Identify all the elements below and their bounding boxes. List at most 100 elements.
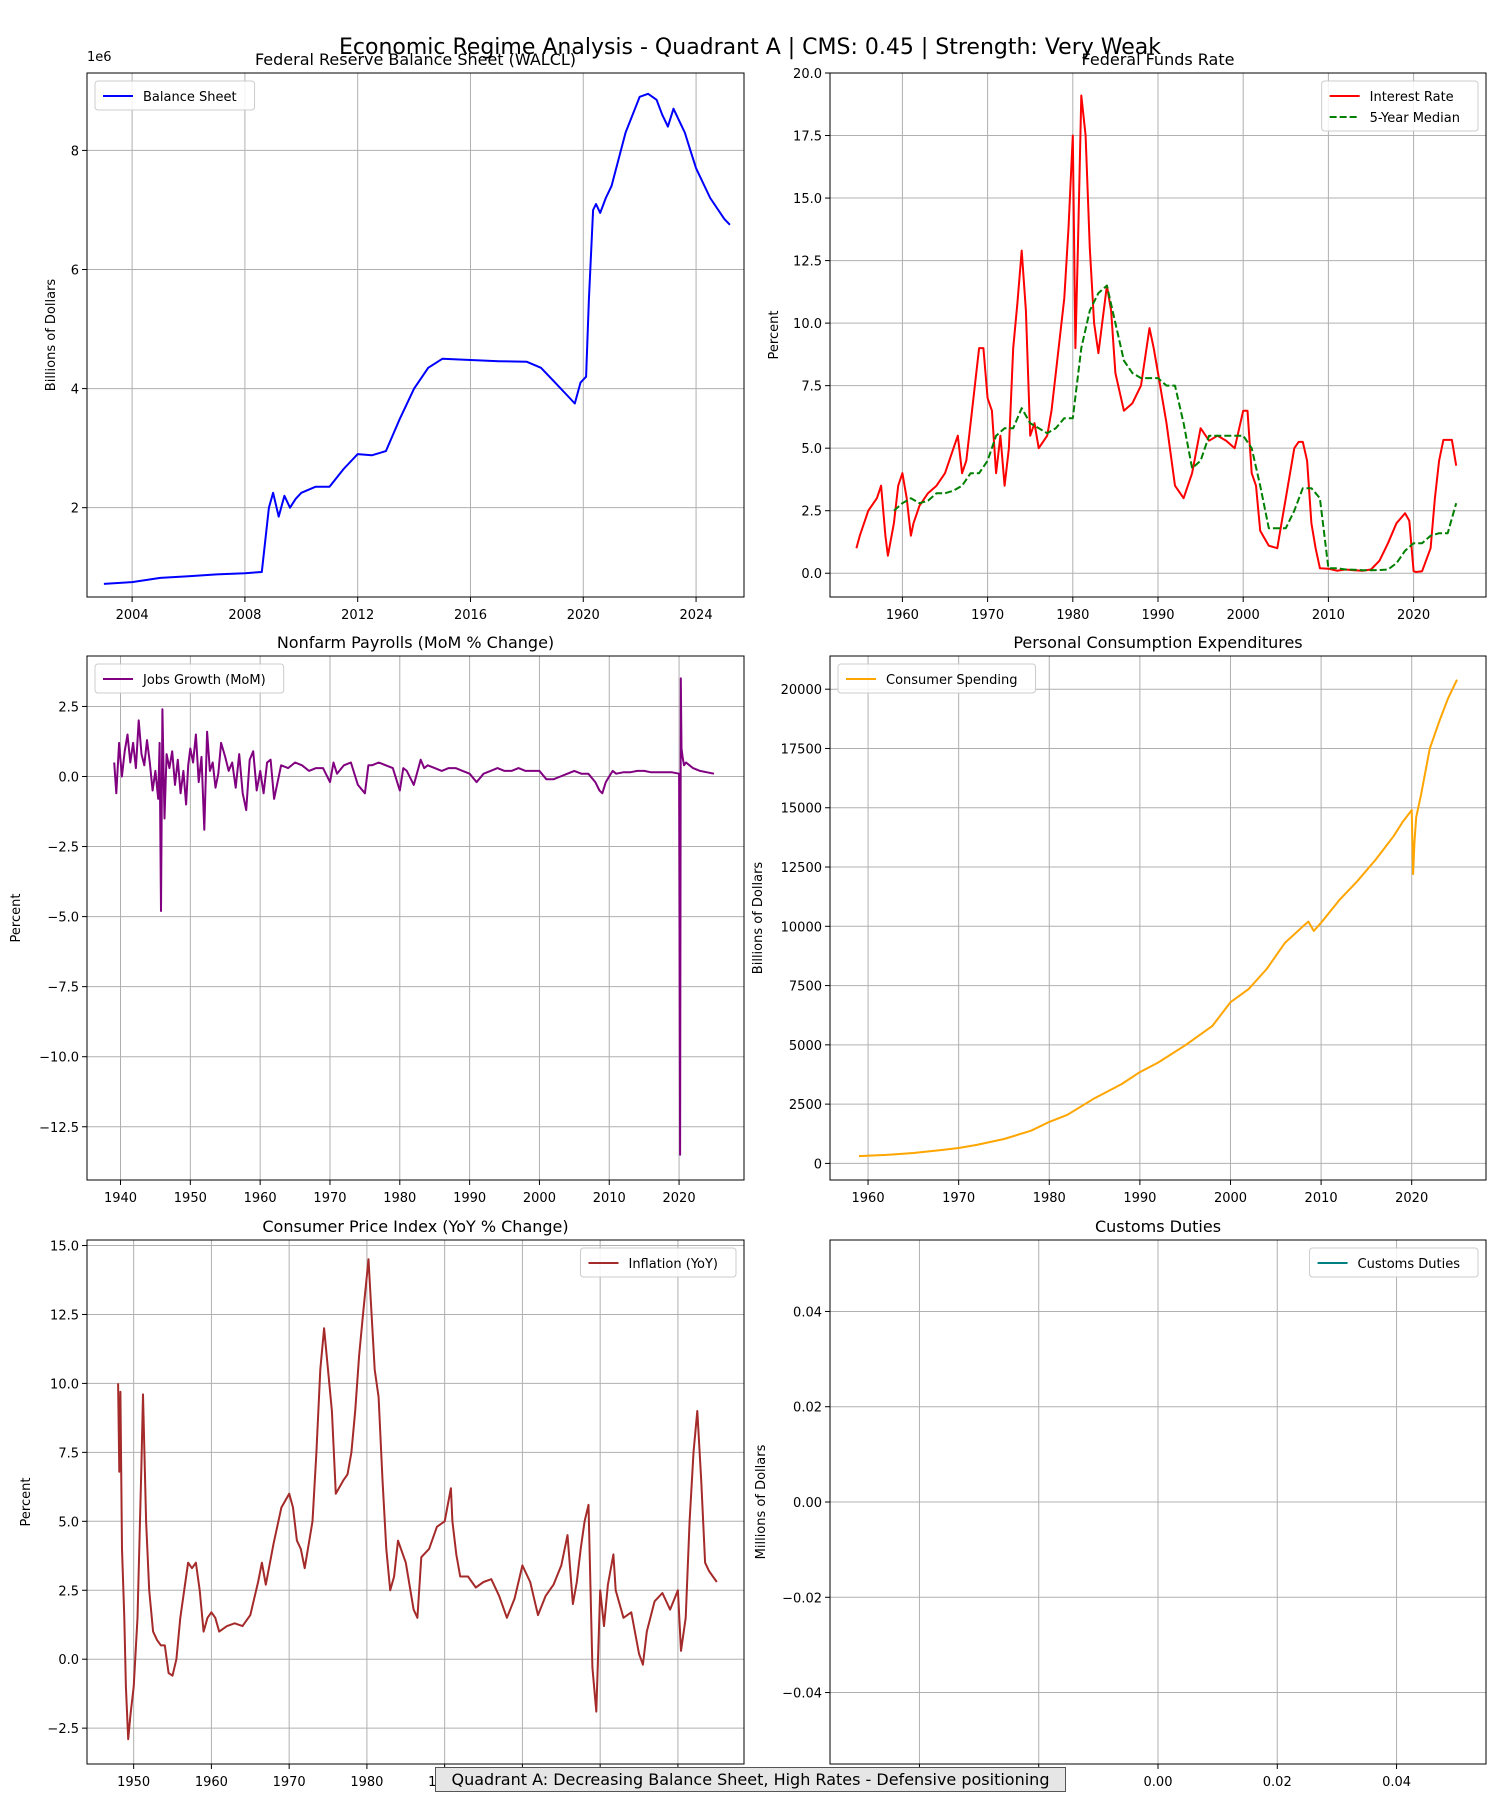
- chart-title: Customs Duties: [1095, 1217, 1221, 1236]
- y-tick-label: 7500: [789, 980, 822, 995]
- x-tick-label: 2010: [593, 1191, 626, 1206]
- x-tick-label: 1960: [852, 1191, 885, 1206]
- y-tick-label: 12.5: [793, 255, 822, 270]
- x-tick-label: 2020: [567, 608, 600, 623]
- y-tick-label: 4: [71, 383, 79, 398]
- chart-panel-4: 1960 1970 1980 1990 2000 2010 2020 0 2500 5000 750…: [751, 633, 1487, 1206]
- footer-note: Quadrant A: Decreasing Balance Sheet, Hi…: [435, 1767, 1066, 1792]
- x-tick-label: 1980: [1033, 1191, 1066, 1206]
- y-tick-label: 2.5: [801, 505, 822, 520]
- y-tick-label: 10.0: [793, 317, 822, 332]
- series-line-1: [858, 679, 1458, 1158]
- y-tick-label: 5000: [789, 1039, 822, 1054]
- y-tick-label: 15.0: [50, 1240, 79, 1255]
- legend: Customs Duties: [1309, 1247, 1479, 1278]
- x-tick-label: 1960: [886, 608, 919, 623]
- x-tick-label: 0.00: [1144, 1775, 1173, 1790]
- x-tick-label: 2010: [1312, 608, 1345, 623]
- y-tick-label: 12.5: [50, 1308, 79, 1323]
- y-offset-label: 1e6: [87, 50, 112, 65]
- x-tick-label: 1960: [244, 1191, 277, 1206]
- y-tick-label: 17.5: [793, 130, 822, 145]
- x-tick-label: 2000: [1214, 1191, 1247, 1206]
- y-tick-label: 5.0: [801, 442, 822, 457]
- y-tick-label: 5.0: [58, 1515, 79, 1530]
- x-tick-label: 1990: [1123, 1191, 1156, 1206]
- chart-title: Federal Funds Rate: [1082, 50, 1235, 69]
- legend-label: Consumer Spending: [886, 673, 1018, 688]
- series-line-1: [117, 1258, 718, 1741]
- axes-frame: [829, 655, 1487, 1181]
- legend: Jobs Growth (MoM): [94, 663, 285, 694]
- x-tick-label: 2012: [341, 608, 374, 623]
- x-tick-label: 1970: [942, 1191, 975, 1206]
- y-tick-label: 12500: [781, 861, 822, 876]
- x-tick-label: 1940: [104, 1191, 137, 1206]
- y-tick-label: 2.5: [58, 700, 79, 715]
- x-tick-label: 1970: [971, 608, 1004, 623]
- y-tick-label: 0.0: [801, 567, 822, 582]
- y-axis-label: Percent: [19, 1478, 34, 1527]
- legend-label: Inflation (YoY): [628, 1257, 718, 1272]
- x-tick-label: 2008: [228, 608, 261, 623]
- x-tick-label: 1990: [453, 1191, 486, 1206]
- y-tick-label: 0.00: [793, 1496, 822, 1511]
- legend-box: [1321, 80, 1479, 132]
- legend: Consumer Spending: [837, 663, 1037, 694]
- x-tick-label: 1970: [273, 1775, 306, 1790]
- series-line-1: [113, 677, 715, 1156]
- y-tick-label: 7.5: [801, 380, 822, 395]
- axes-frame: [86, 655, 745, 1181]
- legend: Balance Sheet: [94, 80, 256, 111]
- y-tick-label: 2.5: [58, 1584, 79, 1599]
- legend-label: Interest Rate: [1370, 90, 1454, 105]
- chart-title: Consumer Price Index (YoY % Change): [262, 1217, 568, 1236]
- x-tick-label: 1960: [195, 1775, 228, 1790]
- y-tick-label: 0.0: [58, 770, 79, 785]
- y-tick-label: −5.0: [47, 911, 79, 926]
- x-tick-label: 1980: [350, 1775, 383, 1790]
- x-tick-label: 1980: [383, 1191, 416, 1206]
- y-tick-label: 0: [814, 1157, 822, 1172]
- y-tick-label: 10.0: [50, 1377, 79, 1392]
- legend-box: [579, 1247, 737, 1278]
- legend-label: Jobs Growth (MoM): [142, 673, 266, 688]
- chart-title: Federal Reserve Balance Sheet (WALCL): [255, 50, 576, 69]
- x-tick-label: 1950: [174, 1191, 207, 1206]
- legend-box: [1309, 1247, 1479, 1278]
- y-tick-label: 0.04: [793, 1305, 822, 1320]
- y-tick-label: 10000: [781, 920, 822, 935]
- y-tick-label: −2.5: [47, 1722, 79, 1737]
- x-tick-label: 2000: [523, 1191, 556, 1206]
- legend: Interest Rate 5-Year Median: [1321, 80, 1479, 132]
- legend-box: [94, 663, 285, 694]
- x-tick-label: 1980: [1056, 608, 1089, 623]
- y-tick-label: 20000: [781, 683, 822, 698]
- y-tick-label: 20.0: [793, 67, 822, 82]
- series-line-2: [893, 284, 1458, 572]
- figure-title: Economic Regime Analysis - Quadrant A | …: [339, 35, 1161, 60]
- legend-label: 5-Year Median: [1370, 111, 1460, 126]
- y-tick-label: 15000: [781, 802, 822, 817]
- legend-box: [94, 80, 256, 111]
- y-tick-label: −10.0: [39, 1051, 79, 1066]
- y-tick-label: −7.5: [47, 981, 79, 996]
- legend-box: [837, 663, 1037, 694]
- y-axis-label: Billions of Dollars: [44, 279, 59, 392]
- x-tick-label: 0.02: [1263, 1775, 1292, 1790]
- x-tick-label: 2020: [663, 1191, 696, 1206]
- legend-label: Balance Sheet: [143, 90, 237, 105]
- y-tick-label: −0.02: [782, 1591, 822, 1606]
- x-tick-label: 1950: [117, 1775, 150, 1790]
- x-tick-label: 2020: [1395, 1191, 1428, 1206]
- legend-label: Customs Duties: [1358, 1257, 1461, 1272]
- chart-title: Personal Consumption Expenditures: [1013, 633, 1302, 652]
- y-tick-label: 6: [71, 264, 79, 279]
- y-tick-label: 2: [71, 502, 79, 517]
- y-tick-label: 2500: [789, 1098, 822, 1113]
- legend: Inflation (YoY): [579, 1247, 737, 1278]
- x-tick-label: 0.04: [1382, 1775, 1411, 1790]
- y-tick-label: 0.02: [793, 1401, 822, 1416]
- x-tick-label: 1970: [313, 1191, 346, 1206]
